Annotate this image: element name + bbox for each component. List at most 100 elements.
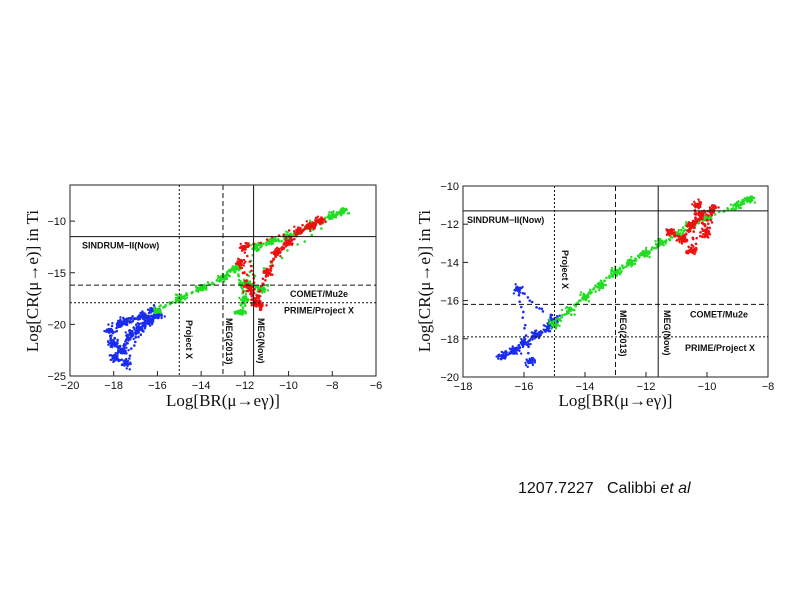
data-point [521, 291, 525, 295]
y-tick-label: −18 [440, 334, 459, 346]
data-point [219, 279, 222, 283]
data-point [554, 326, 557, 329]
data-point [687, 228, 691, 231]
data-point [596, 286, 600, 289]
data-point [247, 242, 250, 245]
data-point [687, 246, 690, 249]
data-point [132, 317, 136, 321]
data-point [229, 270, 232, 273]
data-point [697, 218, 700, 222]
data-point [630, 255, 633, 259]
data-point [520, 286, 523, 290]
data-point [122, 316, 125, 320]
data-point [120, 320, 124, 324]
data-point [269, 264, 272, 268]
data-point [260, 306, 263, 310]
data-point [265, 268, 268, 272]
data-point [255, 249, 259, 252]
citation: 1207.7227 Calibbi et al [518, 480, 691, 498]
data-point [286, 233, 289, 237]
data-point [686, 224, 690, 228]
data-point [265, 241, 268, 245]
data-point [271, 273, 274, 276]
plot-frame [462, 185, 769, 378]
data-point [280, 256, 284, 260]
data-point [216, 274, 220, 278]
data-point [148, 324, 152, 327]
data-point [109, 338, 113, 342]
data-point [629, 259, 633, 262]
data-point [219, 275, 223, 278]
data-point [519, 305, 523, 309]
data-point [585, 295, 589, 299]
data-point [706, 232, 709, 236]
data-point [495, 355, 498, 358]
data-point [125, 341, 129, 345]
data-point [269, 239, 273, 243]
x-tick-label: −12 [236, 380, 255, 392]
x-tick-label: −16 [515, 381, 534, 393]
data-point [272, 257, 275, 261]
data-point [581, 296, 584, 300]
data-point [271, 259, 274, 263]
x-tick-label: −12 [637, 381, 656, 393]
data-point [533, 359, 536, 362]
data-point [670, 236, 674, 239]
data-point [237, 268, 240, 271]
data-point [648, 256, 651, 259]
data-point [239, 258, 242, 262]
data-point [532, 332, 535, 335]
citation-etal: et al [660, 480, 691, 497]
data-point [124, 331, 127, 334]
data-point [514, 283, 517, 286]
data-point [271, 264, 275, 268]
data-point [263, 288, 266, 291]
data-point [133, 340, 137, 344]
data-point [235, 309, 239, 313]
data-point [528, 299, 532, 302]
data-point [577, 299, 581, 303]
data-point [597, 289, 601, 292]
vline-label: MEG(Now) [256, 318, 266, 364]
data-point [751, 195, 754, 199]
data-point [250, 298, 253, 302]
x-tick-label: −16 [148, 380, 167, 392]
data-point [140, 315, 143, 319]
data-point [612, 272, 616, 276]
data-point [697, 207, 700, 210]
data-point [678, 236, 682, 240]
data-point [699, 202, 702, 206]
data-point [302, 228, 305, 231]
data-point [565, 305, 569, 309]
data-point [243, 251, 247, 254]
data-point [701, 229, 705, 233]
data-point [677, 230, 680, 233]
data-point [695, 236, 698, 240]
data-point [184, 298, 187, 301]
vline-label: MEG(Now) [662, 310, 672, 356]
data-point [131, 315, 134, 318]
data-point [521, 316, 524, 319]
data-point [686, 251, 690, 255]
data-point [551, 324, 555, 327]
data-point [198, 287, 202, 291]
data-point [658, 239, 661, 242]
data-point [668, 228, 672, 232]
data-point [705, 213, 708, 216]
data-point [626, 259, 629, 262]
data-point [579, 293, 582, 297]
data-point [533, 361, 537, 364]
data-point [242, 290, 245, 294]
data-point [548, 318, 551, 321]
data-point [259, 308, 263, 311]
y-tick-label: −15 [47, 268, 66, 280]
data-point [237, 274, 240, 278]
data-point [706, 222, 710, 226]
data-point [242, 285, 245, 288]
data-point [223, 280, 226, 283]
data-point [114, 330, 117, 333]
data-point [618, 268, 622, 271]
series-0 [103, 304, 166, 371]
data-point [630, 261, 633, 264]
data-point [694, 246, 698, 250]
